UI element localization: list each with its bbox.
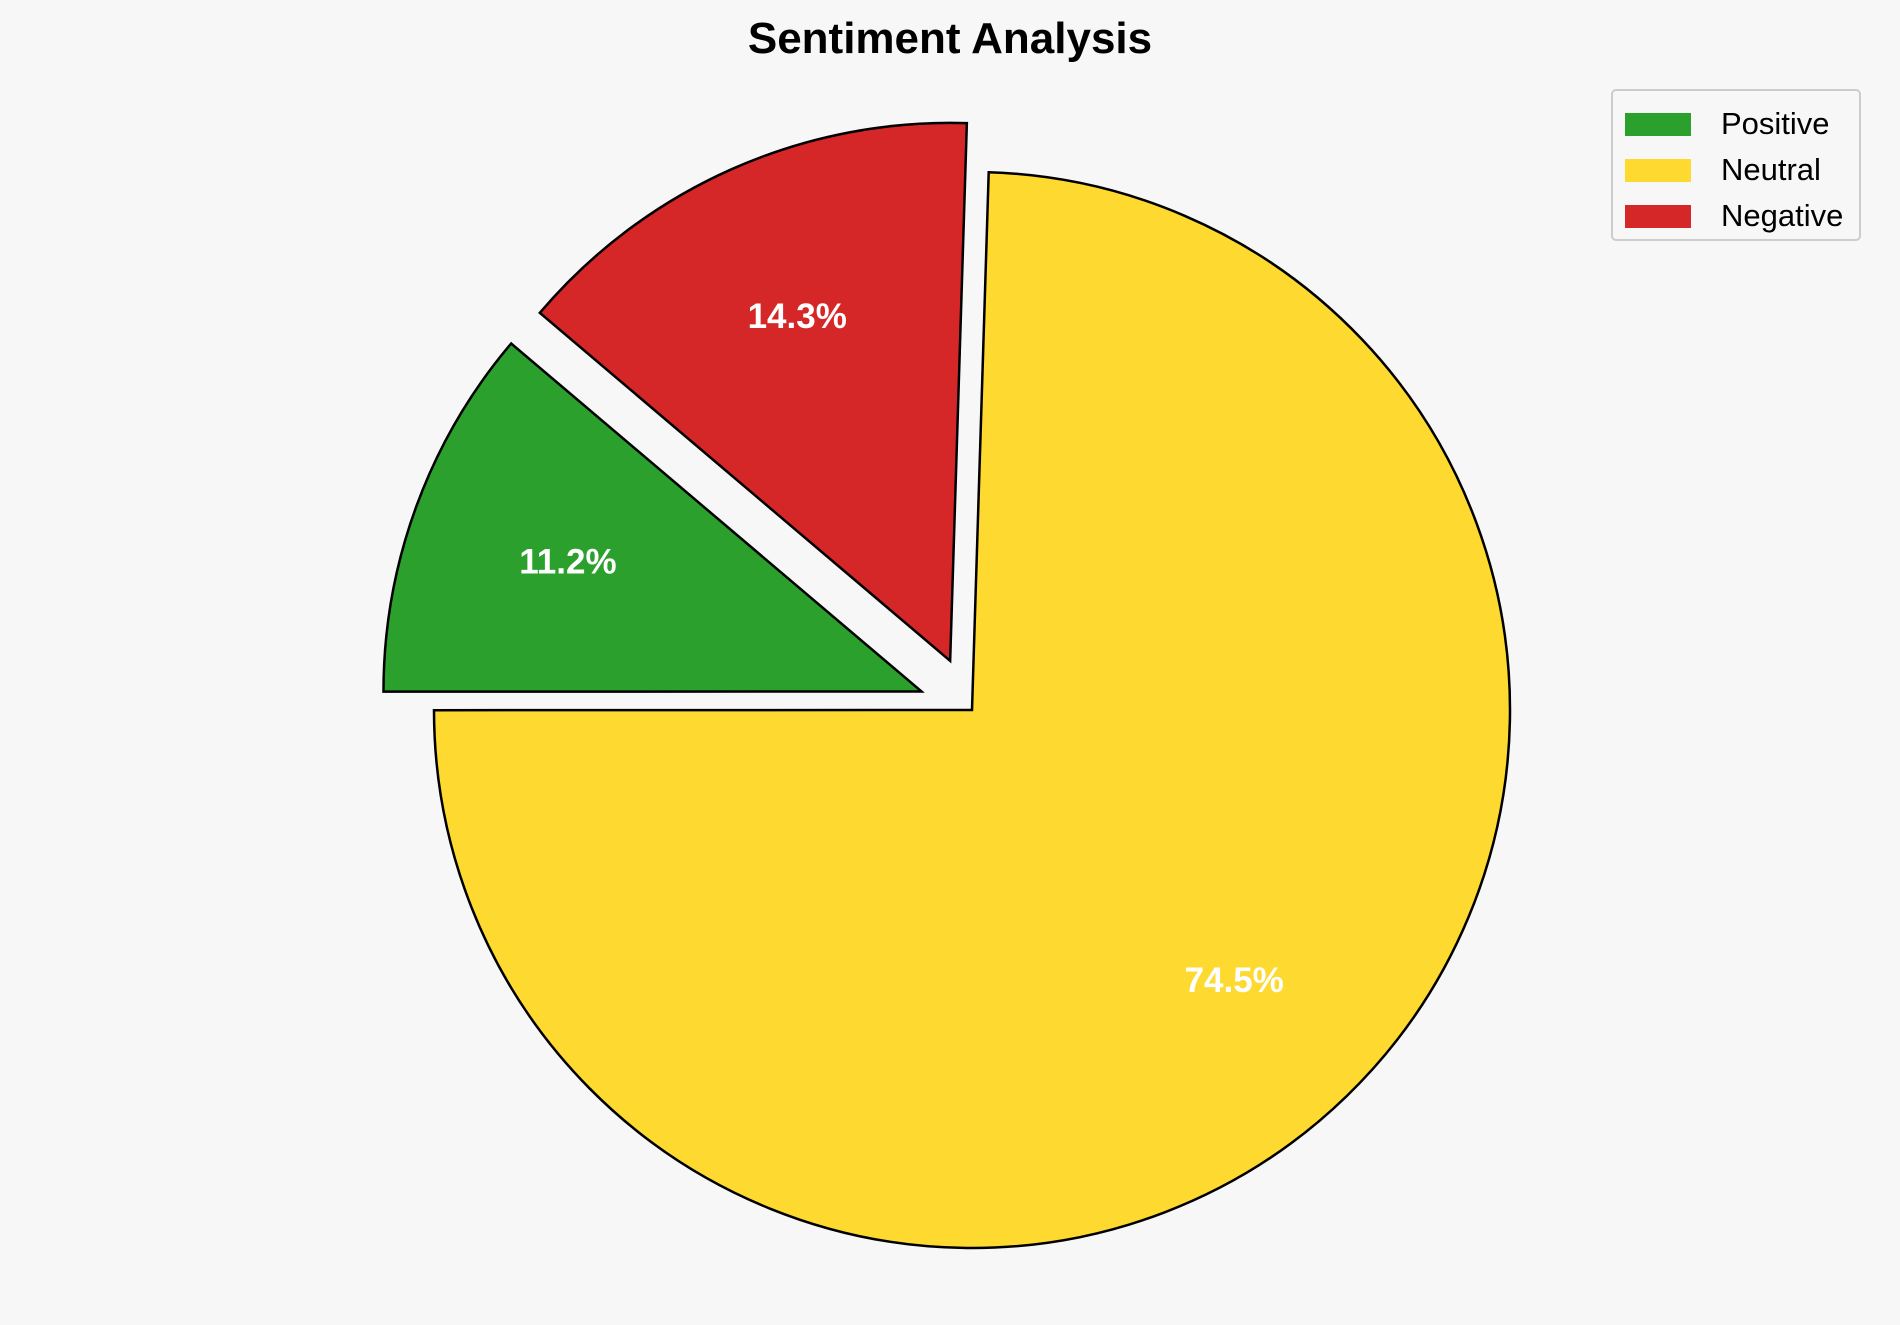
- legend-swatch: [1625, 204, 1691, 228]
- legend-label: Positive: [1721, 106, 1830, 141]
- slice-label-neutral: 74.5%: [1185, 961, 1284, 1000]
- chart-title: Sentiment Analysis: [747, 14, 1153, 63]
- legend-item-neutral: Neutral: [1625, 147, 1847, 193]
- legend-swatch: [1625, 112, 1691, 136]
- legend-label: Neutral: [1721, 152, 1821, 187]
- pie-slice-negative: [538, 121, 969, 664]
- pie-slice-positive: [382, 341, 925, 693]
- slice-label-negative: 14.3%: [748, 297, 847, 336]
- legend-item-positive: Positive: [1625, 101, 1847, 147]
- legend-item-negative: Negative: [1625, 193, 1847, 239]
- legend-label: Negative: [1721, 198, 1844, 233]
- legend-swatch: [1625, 158, 1691, 182]
- pie-slice-neutral: [432, 170, 1512, 1250]
- legend: Positive Neutral Negative: [1611, 89, 1861, 241]
- slice-label-positive: 11.2%: [519, 542, 616, 581]
